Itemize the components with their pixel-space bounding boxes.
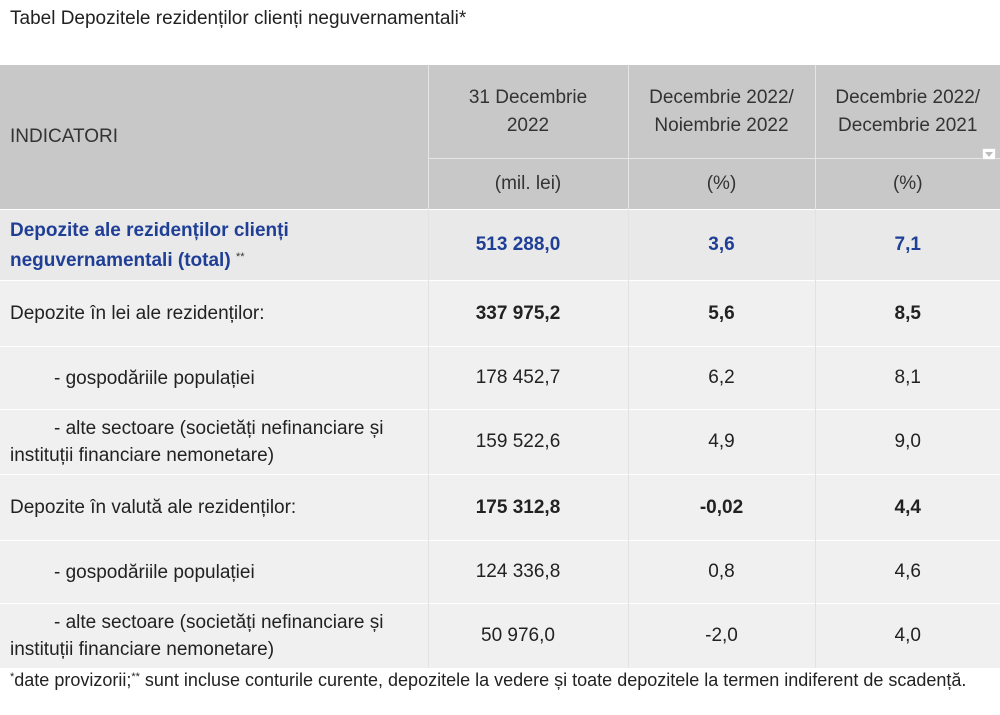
row-value: 513 288,0 xyxy=(428,209,629,281)
row-label-line2: instituții financiare nemonetare) xyxy=(10,639,275,660)
row-mom: 4,9 xyxy=(628,409,816,475)
row-yoy: 7,1 xyxy=(815,209,1000,281)
row-label: - gospodăriile populației xyxy=(0,346,429,410)
table-row: - gospodăriile populației 124 336,8 0,8 … xyxy=(0,540,1000,604)
row-yoy: 4,0 xyxy=(815,603,1000,668)
row-mom: -2,0 xyxy=(628,603,816,668)
header-mom: Decembrie 2022/ Noiembrie 2022 xyxy=(628,65,816,159)
row-yoy: 4,4 xyxy=(815,474,1000,541)
row-label: - alte sectoare (societăți nefinanciare … xyxy=(0,409,429,475)
table-row-total: Depozite ale rezidenților clienți neguve… xyxy=(0,209,1000,281)
row-mom: -0,02 xyxy=(628,474,816,541)
row-label: Depozite în valută ale rezidenților: xyxy=(0,474,429,541)
header-indicatori: INDICATORI xyxy=(0,65,429,210)
table-row: - alte sectoare (societăți nefinanciare … xyxy=(0,603,1000,668)
table-row: Depozite în valută ale rezidenților: 175… xyxy=(0,474,1000,541)
row-label: - gospodăriile populației xyxy=(0,540,429,604)
unit-percent-yoy: (%) xyxy=(815,158,1000,210)
row-value: 178 452,7 xyxy=(428,346,629,410)
row-value: 50 976,0 xyxy=(428,603,629,668)
page-title: Tabel Depozitele rezidenților clienți ne… xyxy=(10,8,467,29)
dropdown-arrow-icon[interactable] xyxy=(982,148,996,160)
row-label-line1: Depozite ale rezidenților clienți xyxy=(10,219,289,241)
table-row: - gospodăriile populației 178 452,7 6,2 … xyxy=(0,346,1000,410)
row-yoy: 9,0 xyxy=(815,409,1000,475)
row-label-text: - gospodăriile populației xyxy=(54,561,255,583)
header-yoy-line1: Decembrie 2022/ xyxy=(835,86,981,108)
table-row: Depozite în lei ale rezidenților: 337 97… xyxy=(0,280,1000,347)
row-label-line2: neguvernamentali (total) xyxy=(10,249,231,271)
header-date-line2: 2022 xyxy=(506,114,550,136)
header-date: 31 Decembrie 2022 xyxy=(428,65,629,159)
footnote-text2: sunt incluse conturile curente, depozite… xyxy=(139,670,967,690)
header-mom-line2: Noiembrie 2022 xyxy=(654,114,789,136)
row-label-text: - gospodăriile populației xyxy=(54,367,255,389)
row-value: 175 312,8 xyxy=(428,474,629,541)
footnote-text1: date provizorii; xyxy=(14,670,132,690)
deposits-table: INDICATORI 31 Decembrie 2022 Decembrie 2… xyxy=(0,65,1000,668)
row-yoy: 4,6 xyxy=(815,540,1000,604)
header-date-line1: 31 Decembrie xyxy=(468,86,588,108)
footnote-marker: ** xyxy=(235,250,245,263)
footnote: *date provizorii;** sunt incluse conturi… xyxy=(10,666,970,692)
row-yoy: 8,1 xyxy=(815,346,1000,410)
row-value: 124 336,8 xyxy=(428,540,629,604)
row-label-line1: - alte sectoare (societăți nefinanciare … xyxy=(54,418,384,439)
table-header: INDICATORI 31 Decembrie 2022 Decembrie 2… xyxy=(0,65,1000,210)
row-label-line1: - alte sectoare (societăți nefinanciare … xyxy=(54,612,384,633)
row-yoy: 8,5 xyxy=(815,280,1000,347)
table-row: - alte sectoare (societăți nefinanciare … xyxy=(0,409,1000,475)
row-mom: 0,8 xyxy=(628,540,816,604)
header-yoy: Decembrie 2022/ Decembrie 2021 xyxy=(815,65,1000,159)
footnote-sup2: ** xyxy=(131,671,140,683)
unit-percent-mom: (%) xyxy=(628,158,816,210)
row-mom: 5,6 xyxy=(628,280,816,347)
row-value: 337 975,2 xyxy=(428,280,629,347)
row-label: - alte sectoare (societăți nefinanciare … xyxy=(0,603,429,668)
footnote-sup1: * xyxy=(10,671,15,683)
unit-mil-lei: (mil. lei) xyxy=(428,158,629,210)
header-mom-line1: Decembrie 2022/ xyxy=(649,86,794,108)
row-label-line2: instituții financiare nemonetare) xyxy=(10,445,275,466)
row-label: Depozite în lei ale rezidenților: xyxy=(0,280,429,347)
row-mom: 6,2 xyxy=(628,346,816,410)
row-label: Depozite ale rezidenților clienți neguve… xyxy=(0,209,429,281)
row-value: 159 522,6 xyxy=(428,409,629,475)
row-mom: 3,6 xyxy=(628,209,816,281)
header-yoy-line2: Decembrie 2021 xyxy=(838,114,978,136)
